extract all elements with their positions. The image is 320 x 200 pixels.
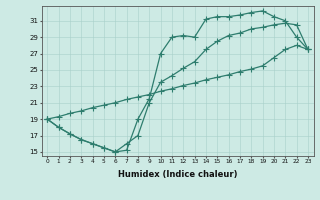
X-axis label: Humidex (Indice chaleur): Humidex (Indice chaleur) bbox=[118, 170, 237, 179]
